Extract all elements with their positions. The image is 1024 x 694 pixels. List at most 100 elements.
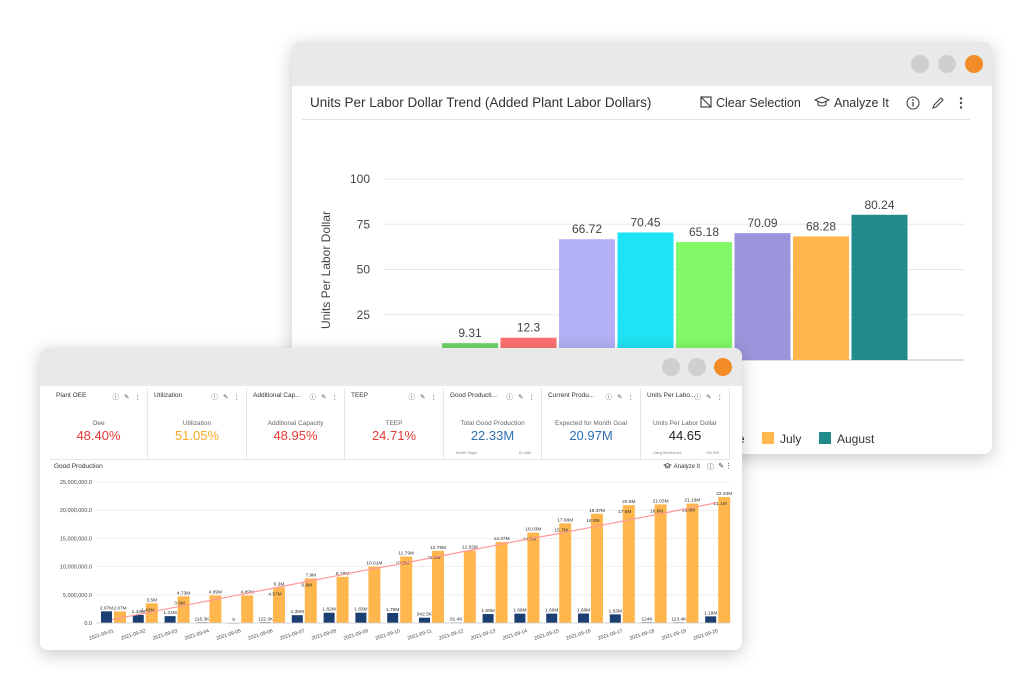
edit-pencil-icon[interactable]: ✎	[718, 463, 724, 470]
edit-pencil-icon[interactable]: ✎	[518, 394, 524, 401]
chart-card-header: Units Per Labor Dollar Trend (Added Plan…	[302, 88, 970, 120]
kpi-title: Current Produ...	[548, 392, 595, 399]
bar-value-label: 113.4K	[671, 616, 687, 622]
kpi-title: TEEP	[351, 392, 368, 399]
window-maximize-button[interactable]	[938, 55, 956, 73]
analyze-it-button[interactable]: Analyze It	[813, 96, 889, 110]
info-icon[interactable]: ⓘ	[605, 394, 613, 401]
bar-value-label: 2.07M	[100, 605, 113, 611]
bar	[495, 541, 508, 623]
bar	[432, 550, 444, 623]
x-tick-label: 2021-09-14	[502, 628, 528, 642]
x-tick-label: 2021-09-13	[470, 628, 496, 642]
bar	[101, 611, 112, 623]
more-vertical-icon[interactable]: ⋮	[716, 394, 724, 401]
graduation-cap-icon	[662, 463, 672, 469]
kpi-subtitle: TEEP	[385, 420, 403, 427]
legend-label: August	[837, 432, 875, 446]
info-icon[interactable]: ⓘ	[506, 394, 514, 401]
x-tick-label: 2021-09-16	[565, 628, 591, 642]
kpi-card[interactable]: Good Producti... ⓘ ✎ ⋮ Total Good Production…	[444, 388, 542, 460]
bar	[654, 504, 667, 623]
info-icon[interactable]: ⓘ	[694, 394, 702, 401]
more-vertical-icon[interactable]: ⋮	[331, 394, 339, 401]
kpi-card[interactable]: Units Per Labo... ⓘ ✎ ⋮ Units Per Labor Doll…	[641, 388, 730, 460]
bar	[145, 603, 158, 623]
kpi-card[interactable]: Current Produ... ⓘ ✎ ⋮ Expected for Month Go…	[542, 388, 641, 460]
bar	[323, 612, 335, 623]
kpi-card[interactable]: Plant OEE ⓘ ✎ ⋮ Oee 48.40%	[50, 388, 148, 460]
y-tick-label: 5,000,000.0	[63, 593, 92, 599]
edit-pencil-icon[interactable]: ✎	[706, 394, 712, 401]
kpi-value: 44.65	[668, 428, 702, 443]
edit-pencil-icon[interactable]: ✎	[124, 394, 130, 401]
y-tick-label: 10,000,000.0	[60, 565, 92, 571]
bar-value-label: 16.8M	[586, 518, 599, 524]
info-icon[interactable]: ⓘ	[707, 464, 714, 471]
bar-value-label: 68.28	[806, 219, 836, 233]
info-icon[interactable]	[906, 96, 920, 110]
window-titlebar	[40, 348, 742, 386]
legend-swatch	[762, 432, 774, 444]
info-icon[interactable]: ⓘ	[309, 394, 317, 401]
kpi-footnote-label: Month Target	[456, 451, 477, 455]
x-tick-label: 2021-09-02	[120, 628, 146, 642]
window-close-button[interactable]	[965, 55, 983, 73]
more-vertical-icon[interactable]: ⋮	[430, 394, 438, 401]
analyze-it-button[interactable]: Analyze It	[662, 463, 700, 470]
bar-value-label: 9.31	[458, 326, 482, 340]
window-minimize-button[interactable]	[911, 55, 929, 73]
edit-pencil-icon[interactable]: ✎	[617, 394, 623, 401]
edit-pencil-icon[interactable]: ✎	[321, 394, 327, 401]
bar	[527, 532, 540, 623]
more-vertical-icon[interactable]	[958, 96, 964, 110]
bar-value-label: 14.37M	[494, 536, 510, 542]
x-tick-label: 2021-09-17	[597, 628, 623, 642]
edit-pencil-icon[interactable]: ✎	[223, 394, 229, 401]
bar	[419, 617, 430, 623]
clear-selection-button[interactable]: Clear Selection	[700, 96, 801, 110]
bar-value-label: 19.8M	[682, 508, 695, 514]
clear-selection-icon	[700, 96, 712, 108]
more-vertical-icon[interactable]: ⋮	[725, 463, 732, 470]
bar-value-label: 17.8M	[618, 509, 631, 515]
bar-value-label: 15.7M	[555, 527, 568, 533]
bar-value-label: 4.89M	[209, 589, 222, 595]
more-vertical-icon[interactable]: ⋮	[134, 394, 142, 401]
more-vertical-icon[interactable]: ⋮	[528, 394, 536, 401]
info-icon[interactable]: ⓘ	[408, 394, 416, 401]
bar-value-label: 1.68M	[577, 608, 590, 614]
bar	[291, 615, 303, 623]
window-minimize-button[interactable]	[662, 358, 680, 376]
bar	[793, 236, 849, 360]
more-vertical-icon[interactable]: ⋮	[627, 394, 635, 401]
bar	[482, 614, 494, 623]
bar	[718, 497, 731, 623]
bar	[546, 613, 558, 623]
bar	[241, 595, 254, 623]
bar	[559, 523, 572, 623]
y-tick-label: 0.0	[84, 621, 92, 627]
info-icon[interactable]: ⓘ	[211, 394, 219, 401]
info-icon[interactable]: ⓘ	[112, 394, 120, 401]
bar-value-label: 19.37M	[589, 508, 605, 514]
window-close-button[interactable]	[714, 358, 732, 376]
bar	[578, 613, 589, 623]
x-tick-label: 2021-09-15	[534, 628, 560, 642]
window-maximize-button[interactable]	[688, 358, 706, 376]
bar	[851, 214, 908, 360]
bar-value-label: 6.3M	[274, 581, 285, 587]
x-tick-label: 2021-09-19	[661, 628, 687, 642]
kpi-card[interactable]: TEEP ⓘ ✎ ⋮ TEEP 24.71%	[345, 388, 444, 460]
bar	[609, 614, 621, 623]
good-production-chart: 0.0 5,000,000.0 10,000,000.0 15,000,000.0 20…	[60, 480, 732, 642]
bar-value-label: 3.9M	[174, 600, 185, 606]
kpi-card[interactable]: Additional Cap... ⓘ ✎ ⋮ Additional Capacity 4…	[247, 388, 345, 460]
bar-value-label: 17.68M	[557, 517, 573, 523]
kpi-card[interactable]: Utilization ⓘ ✎ ⋮ Utilization 51.05%	[148, 388, 247, 460]
edit-pencil-icon[interactable]	[931, 96, 945, 110]
edit-pencil-icon[interactable]: ✎	[420, 394, 426, 401]
kpi-actions: ⓘ ✎ ⋮	[305, 391, 338, 401]
bar-value-label: 81.4K	[450, 617, 463, 623]
more-vertical-icon[interactable]: ⋮	[233, 394, 241, 401]
